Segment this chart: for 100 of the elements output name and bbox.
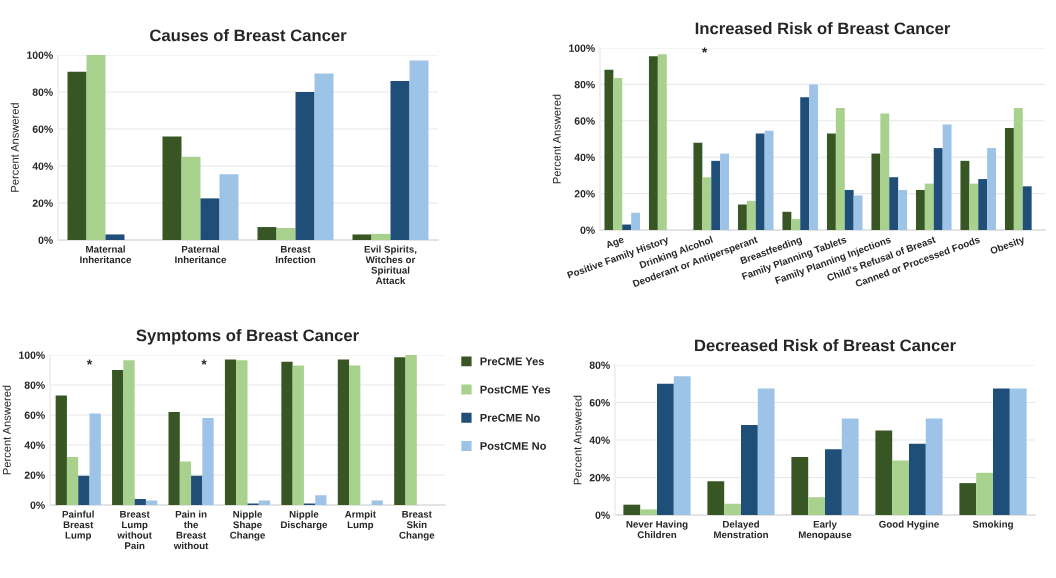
bar [191, 475, 203, 505]
x-tick-label: Age [605, 235, 626, 251]
bar [236, 360, 248, 505]
bar [145, 500, 158, 505]
x-tick-label: Painful Breast Lump [62, 510, 94, 541]
chart-title: Causes of Breast Cancer [150, 29, 347, 42]
bar [809, 84, 819, 230]
bar [352, 234, 372, 240]
chart-title: Increased Risk of Breast Cancer [695, 22, 951, 35]
bar [86, 55, 106, 240]
bar [394, 357, 406, 505]
bar [623, 504, 641, 515]
bar [276, 227, 296, 240]
y-tick-label: 20% [574, 190, 595, 198]
x-tick-label: Breast Skin Change [399, 510, 435, 541]
bar [622, 224, 632, 230]
bar [764, 130, 774, 230]
bar [871, 153, 881, 230]
bar [925, 418, 943, 515]
bar [295, 92, 315, 240]
y-tick-label: 40% [574, 153, 595, 162]
chart-title: Symptoms of Breast Cancer [136, 329, 359, 345]
x-tick-label: Nipple Discharge [281, 510, 328, 531]
bar [835, 108, 845, 230]
x-tick-label: Pain in the Breast without [173, 510, 209, 550]
bar [841, 418, 859, 515]
bar [702, 177, 712, 230]
bar [67, 71, 87, 240]
bar [720, 153, 730, 230]
y-tick-label: 40% [589, 436, 610, 444]
bar [808, 497, 825, 515]
legend-label: PostCME Yes [480, 385, 551, 394]
legend-label: PreCME Yes [480, 357, 544, 366]
y-tick-label: 60% [32, 125, 53, 133]
y-tick-label: 40% [32, 162, 53, 170]
bar [791, 219, 801, 230]
bar [55, 395, 67, 505]
y-tick-label: 60% [24, 411, 45, 419]
bar [924, 183, 934, 230]
bar [168, 412, 180, 505]
legend-label: PostCME No [480, 442, 547, 450]
bar [757, 388, 775, 515]
bar [976, 472, 993, 515]
bar [673, 376, 691, 515]
bar [737, 204, 747, 230]
bar [105, 234, 125, 240]
bar [405, 355, 417, 505]
bar [89, 413, 101, 505]
bar [315, 495, 327, 505]
bar [181, 156, 201, 240]
y-tick-label: 100% [27, 51, 53, 59]
y-tick-label: 100% [569, 44, 595, 52]
bar [741, 425, 758, 515]
bar [613, 78, 623, 230]
annotation: * [86, 359, 93, 365]
bar [892, 460, 909, 515]
x-tick-label: Smoking [972, 520, 1013, 530]
bar [933, 148, 943, 230]
y-axis-title: Percent Answered [552, 94, 561, 184]
x-tick-label: Evil Spirits, Witches or Spiritual Attack [364, 245, 417, 285]
bar [604, 69, 614, 230]
y-tick-label: 20% [24, 471, 45, 479]
bar [337, 359, 350, 505]
bar [898, 189, 908, 230]
x-tick-label: Breast Infection [275, 245, 316, 264]
y-tick-label: 0% [580, 226, 595, 234]
bar [909, 443, 926, 515]
bar [1009, 388, 1027, 515]
bar [844, 189, 854, 230]
bar [853, 195, 863, 230]
x-tick-label: Maternal Inheritance [80, 245, 132, 264]
bar [179, 461, 192, 505]
y-tick-label: 100% [19, 351, 45, 359]
bar [693, 142, 703, 230]
legend-label: PreCME No [480, 413, 540, 422]
bar [281, 361, 293, 505]
bar [915, 189, 925, 230]
x-tick-label: Early Menopause [798, 520, 852, 541]
bar [889, 177, 899, 230]
bar [371, 500, 383, 505]
x-tick-label: Armpit Lump [344, 510, 376, 531]
y-tick-label: 80% [589, 361, 610, 369]
bar [978, 179, 988, 230]
bar [640, 509, 657, 515]
x-tick-label: Paternal Inheritance [175, 245, 227, 264]
chart-title: Decreased Risk of Breast Cancer [695, 339, 956, 352]
bar [746, 200, 756, 230]
bar [134, 499, 146, 505]
bar [349, 365, 361, 505]
annotation: * [701, 47, 708, 53]
x-tick-label: Breast Lump without Pain [117, 510, 152, 550]
bar [825, 449, 842, 515]
bar [969, 183, 979, 230]
x-tick-label: Delayed Menstration [714, 520, 768, 539]
bar [631, 212, 641, 230]
y-tick-label: 20% [589, 474, 610, 482]
bar [371, 233, 391, 240]
y-tick-label: 80% [24, 381, 45, 389]
bar [66, 457, 79, 505]
bar [724, 503, 741, 515]
